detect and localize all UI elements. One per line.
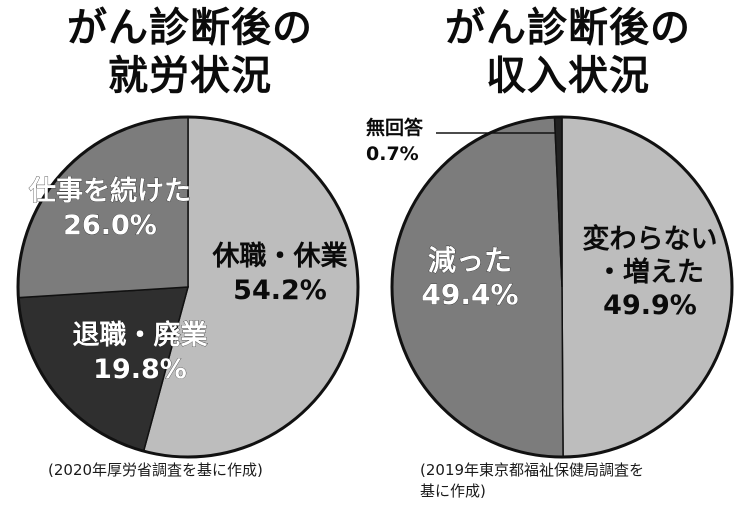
pie-outline-1 bbox=[390, 115, 734, 459]
pie-value-0-0: 54.2% bbox=[233, 275, 327, 306]
pie-slice-0-2 bbox=[17, 116, 189, 299]
chart-title-right-line2: 収入状況 bbox=[486, 53, 650, 99]
pie-label-0-1: 退職・廃業 19.8% bbox=[73, 319, 208, 385]
pie-value-0-1: 19.8% bbox=[93, 354, 187, 385]
pie-value-1-0: 49.9% bbox=[603, 290, 697, 321]
pie-label-1-2: 無回答 0.7% bbox=[366, 116, 424, 165]
pie-value-1-2: 0.7% bbox=[366, 143, 419, 165]
pie-label-0-2: 仕事を続けた 26.0% bbox=[28, 176, 191, 241]
chart-title-left-line1: がん診断後の bbox=[67, 5, 313, 51]
source-note-left: (2020年厚労省調査を基に作成) bbox=[48, 461, 263, 479]
source-note-right-line1: (2019年東京都福祉保健局調査を bbox=[420, 461, 645, 479]
source-note-right: (2019年東京都福祉保健局調査を 基に作成) bbox=[420, 460, 644, 502]
pie-label-1-0: 変わらない・増えた 49.9% bbox=[583, 223, 718, 321]
pie-label-0-0: 休職・休業 54.2% bbox=[212, 241, 348, 306]
chart-title-right-line1: がん診断後の bbox=[445, 5, 691, 51]
pie-outline-0 bbox=[16, 115, 360, 459]
chart-title-right: がん診断後の 収入状況 bbox=[398, 4, 738, 100]
source-note-right-line2: 基に作成) bbox=[420, 482, 486, 500]
pie-value-1-1: 49.4% bbox=[421, 278, 518, 311]
chart-title-left-line2: 就労状況 bbox=[108, 53, 272, 99]
chart-title-left: がん診断後の 就労状況 bbox=[20, 4, 360, 100]
pie-value-0-2: 26.0% bbox=[63, 210, 157, 241]
pie-label-1-1: 減った 49.4% bbox=[421, 244, 518, 311]
